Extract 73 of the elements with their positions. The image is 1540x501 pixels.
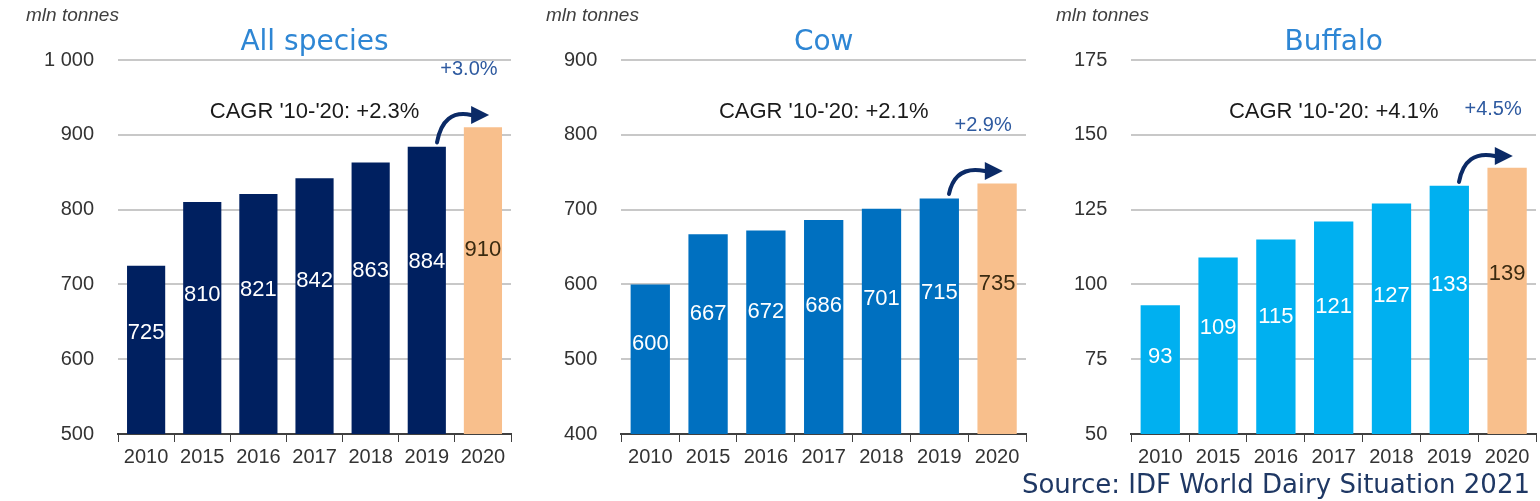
x-tick-label: 2010 [628,444,673,467]
data-label: 672 [747,297,785,323]
data-label: 600 [631,330,669,356]
data-label: 735 [978,269,1016,295]
x-tick-label: 2010 [123,444,169,467]
x-tick-label: 2015 [685,444,731,467]
x-tick-label: 2017 [292,444,337,467]
data-label: 842 [296,266,333,292]
data-label: 133 [1430,271,1468,297]
y-axis-title: mln tonnes [1056,3,1150,25]
y-tick-label: 100 [1073,271,1108,294]
data-label: 93 [1148,342,1173,368]
x-tick-label: 2015 [180,444,225,467]
x-tick-label: 2020 [1484,444,1530,467]
x-tick-label: 2017 [801,444,846,467]
annotation: CAGR '10-'20: +2.3% [209,98,420,124]
y-tick-label: 125 [1073,197,1108,220]
chart-title: All species [240,24,389,57]
x-tick-label: 2016 [1253,444,1299,467]
data-label: 109 [1199,314,1237,340]
annotation: +3.0% [440,56,498,79]
chart-title: Buffalo [1284,24,1383,57]
data-label: 810 [183,280,221,306]
data-label: 715 [920,278,958,304]
x-tick-label: 2019 [404,444,450,467]
data-label: 863 [352,257,390,283]
data-label: 127 [1373,281,1410,307]
data-label: 910 [464,236,502,262]
data-label: 725 [127,319,165,345]
x-tick-label: 2010 [1138,444,1183,467]
y-tick-label: 600 [60,346,95,369]
data-label: 115 [1258,303,1294,329]
y-tick-label: 700 [60,271,95,294]
x-tick-label: 2016 [743,444,789,467]
x-tick-label: 2015 [1195,444,1241,467]
y-tick-label: 500 [563,346,598,369]
data-label: 701 [863,284,900,310]
x-tick-label: 2018 [1369,444,1414,467]
y-tick-label: 500 [60,421,95,444]
x-tick-label: 2016 [236,444,281,467]
y-tick-label: 400 [563,421,598,444]
y-tick-label: 800 [60,197,95,220]
y-tick-label: 900 [563,47,598,70]
data-label: 884 [408,247,446,273]
data-label: 667 [689,300,727,326]
x-tick-label: 2018 [859,444,904,467]
x-tick-label: 2020 [460,444,506,467]
chart-title: Cow [793,24,854,57]
y-tick-label: 150 [1073,122,1108,145]
data-label: 686 [805,291,843,317]
y-tick-label: 75 [1085,346,1108,369]
y-tick-label: 800 [563,122,598,145]
annotation: +2.9% [954,112,1012,135]
data-label: 821 [240,276,277,301]
y-tick-label: 175 [1073,47,1108,70]
y-axis-title: mln tonnes [26,3,120,25]
y-tick-label: 700 [563,197,598,220]
x-tick-label: 2019 [1427,444,1472,467]
y-tick-label: 600 [563,271,598,294]
data-label: 121 [1315,292,1353,318]
source-note: Source: IDF World Dairy Situation 2021 [1017,469,1534,499]
x-tick-label: 2017 [1311,444,1356,467]
annotation: CAGR '10-'20: +4.1% [1228,98,1439,124]
annotation: +4.5% [1464,97,1522,120]
y-tick-label: 900 [60,122,95,145]
x-tick-label: 2018 [348,444,393,467]
data-label: 139 [1488,260,1526,286]
y-axis-title: mln tonnes [546,3,640,25]
x-tick-label: 2019 [917,444,962,467]
y-tick-label: 1 000 [43,47,95,70]
annotation: CAGR '10-'20: +2.1% [718,98,929,124]
y-tick-label: 50 [1085,421,1108,444]
x-tick-label: 2020 [974,444,1020,467]
